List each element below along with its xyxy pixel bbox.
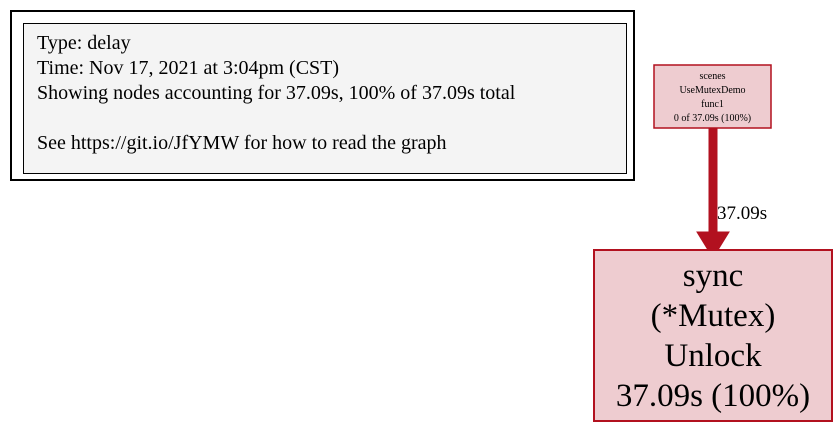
node-caller-line-3: func1 — [701, 99, 724, 110]
edge-arrowhead — [696, 231, 730, 259]
legend-type: Type: delay — [37, 32, 131, 54]
node-callee-line-1: sync — [683, 258, 744, 294]
node-caller-line-4: 0 of 37.09s (100%) — [674, 113, 751, 124]
node-callee-line-2: (*Mutex) — [651, 298, 776, 334]
node-caller-box — [653, 64, 772, 129]
node-caller[interactable]: scenes UseMutexDemo func1 0 of 37.09s (1… — [653, 64, 772, 129]
node-caller-line-2: UseMutexDemo — [679, 85, 745, 96]
legend-time: Time: Nov 17, 2021 at 3:04pm (CST) — [37, 57, 340, 79]
node-callee-box — [593, 249, 833, 422]
node-caller-line-1: scenes — [699, 71, 725, 82]
legend-showing: Showing nodes accounting for 37.09s, 100… — [37, 82, 516, 104]
node-callee-line-3: Unlock — [664, 338, 762, 374]
legend-help-link: See https://git.io/JfYMW for how to read… — [37, 132, 447, 154]
node-callee-line-4: 37.09s (100%) — [616, 378, 810, 414]
edge-caller-to-callee[interactable]: 37.09s — [696, 128, 767, 259]
node-callee[interactable]: sync (*Mutex) Unlock 37.09s (100%) — [593, 249, 833, 422]
edge-label: 37.09s — [717, 203, 767, 224]
legend-panel: Type: delay Time: Nov 17, 2021 at 3:04pm… — [23, 23, 627, 174]
